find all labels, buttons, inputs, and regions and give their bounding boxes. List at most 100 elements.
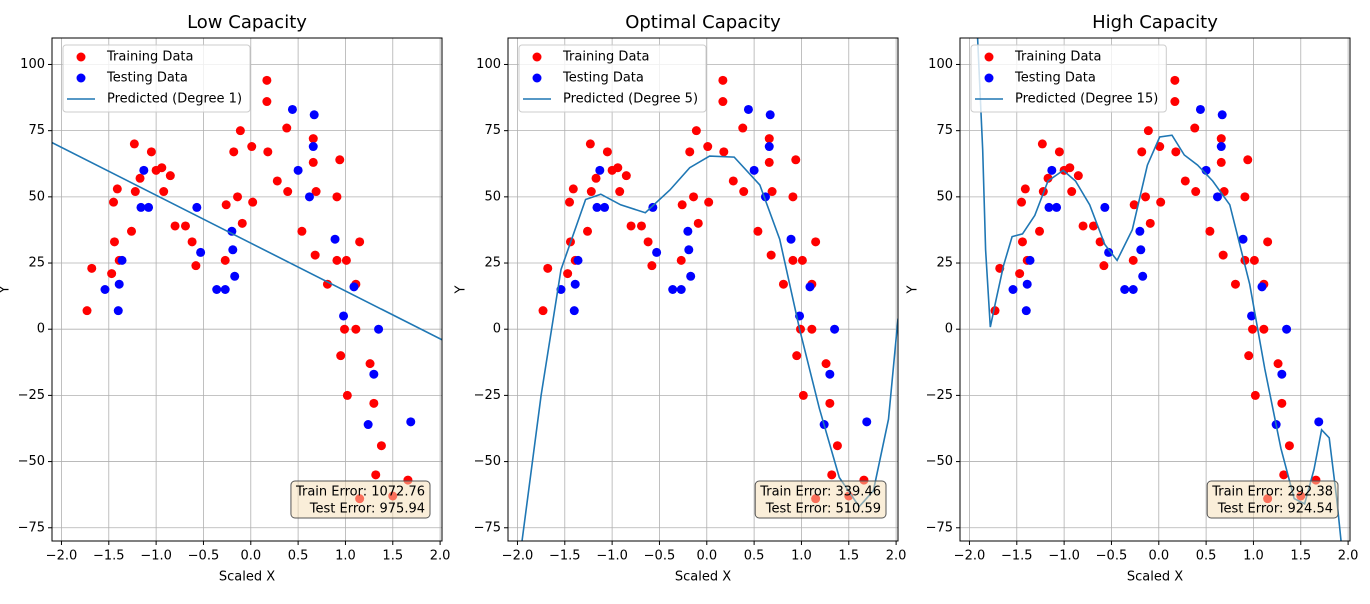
legend-box: [62, 44, 251, 113]
data-point: [825, 369, 835, 379]
legend-marker: [532, 73, 542, 83]
data-point: [613, 163, 623, 173]
data-point: [308, 134, 318, 144]
data-point: [1143, 126, 1153, 136]
data-point: [237, 218, 247, 228]
y-axis-label: Y: [0, 285, 13, 294]
data-point: [109, 237, 119, 247]
data-point: [1205, 226, 1215, 236]
plot-area: [521, 75, 898, 541]
y-tick-label: 75: [484, 123, 501, 138]
data-point: [749, 165, 759, 175]
data-point: [1250, 390, 1260, 400]
chart-title: Low Capacity: [187, 12, 307, 33]
chart-title: Optimal Capacity: [625, 12, 781, 33]
data-point: [1279, 470, 1289, 480]
data-point: [170, 221, 180, 231]
data-point: [376, 441, 386, 451]
x-tick-label: 0.5: [1196, 549, 1217, 564]
data-point: [187, 237, 197, 247]
data-point: [1138, 271, 1148, 281]
data-point: [336, 351, 346, 361]
data-point: [1008, 285, 1018, 294]
data-point: [1054, 147, 1064, 157]
data-point: [117, 255, 127, 265]
data-point: [827, 470, 837, 480]
data-point: [586, 187, 596, 197]
annotation: Train Error: 292.38 Test Error: 924.54: [1206, 480, 1339, 519]
x-tick-label: −1.0: [596, 549, 628, 564]
data-point: [1240, 192, 1250, 202]
x-tick-label: −2.0: [46, 549, 78, 564]
data-point: [595, 165, 605, 175]
y-tick-label: 100: [928, 57, 953, 72]
data-point: [1137, 147, 1147, 157]
data-point: [341, 255, 351, 265]
data-point: [704, 197, 714, 207]
data-point: [272, 176, 282, 186]
data-point: [1259, 324, 1269, 334]
y-tick-label: −50: [926, 454, 953, 469]
data-point: [703, 142, 713, 152]
y-tick-label: 50: [28, 189, 45, 204]
y-tick-label: −75: [926, 520, 953, 535]
legend-marker: [532, 52, 542, 62]
data-point: [1136, 245, 1146, 255]
data-point: [728, 176, 738, 186]
axes-frame: [51, 37, 443, 542]
data-point: [568, 184, 578, 194]
legend-label: Training Data: [1014, 50, 1101, 65]
data-point: [738, 123, 748, 133]
data-point: [282, 123, 292, 133]
data-point: [583, 226, 593, 236]
data-point: [212, 285, 222, 294]
data-point: [309, 110, 319, 120]
x-tick-label: 0.5: [744, 549, 765, 564]
axes-frame: [507, 37, 899, 542]
data-point: [248, 197, 258, 207]
data-point: [1015, 269, 1025, 279]
annotation-text: Train Error: 292.38: [1211, 485, 1333, 500]
data-point: [308, 142, 318, 152]
data-point: [764, 142, 774, 152]
data-point: [648, 202, 658, 212]
y-tick-label: −25: [926, 388, 953, 403]
data-point: [332, 192, 342, 202]
y-tick-label: 50: [484, 189, 501, 204]
x-tick-label: 1.5: [838, 549, 859, 564]
data-point: [221, 200, 231, 210]
data-point: [538, 306, 548, 316]
data-point: [563, 269, 573, 279]
x-tick-label: −0.5: [644, 549, 676, 564]
legend-marker: [76, 52, 86, 62]
data-point: [1021, 306, 1031, 316]
y-tick-label: 25: [484, 256, 501, 271]
y-tick-label: 100: [20, 57, 45, 72]
data-point: [130, 187, 140, 197]
data-point: [335, 155, 345, 165]
data-point: [585, 139, 595, 149]
data-point: [287, 104, 297, 114]
data-point: [1284, 441, 1294, 451]
data-point: [1263, 237, 1273, 247]
data-point: [1141, 192, 1151, 202]
data-point: [351, 324, 361, 334]
data-point: [1120, 285, 1130, 294]
data-point: [369, 398, 379, 408]
data-point: [1099, 261, 1109, 271]
data-point: [1171, 147, 1181, 157]
legend-label: Testing Data: [1014, 71, 1096, 86]
data-point: [676, 285, 686, 294]
x-tick-label: −0.5: [1096, 549, 1128, 564]
data-point: [262, 75, 272, 85]
y-tick-label: 0: [945, 322, 953, 337]
data-point: [180, 221, 190, 231]
data-point: [262, 97, 272, 107]
x-tick-label: 1.0: [1243, 549, 1264, 564]
data-point: [1247, 311, 1257, 321]
data-point: [1195, 104, 1205, 114]
annotation-text: Train Error: 1072.76: [295, 485, 425, 500]
annotation: Train Error: 339.46 Test Error: 510.59: [754, 480, 887, 519]
data-point: [1216, 134, 1226, 144]
